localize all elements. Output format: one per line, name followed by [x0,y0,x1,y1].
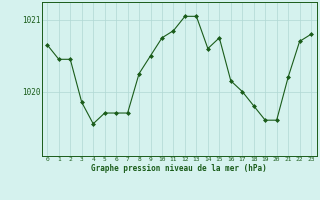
X-axis label: Graphe pression niveau de la mer (hPa): Graphe pression niveau de la mer (hPa) [91,164,267,173]
